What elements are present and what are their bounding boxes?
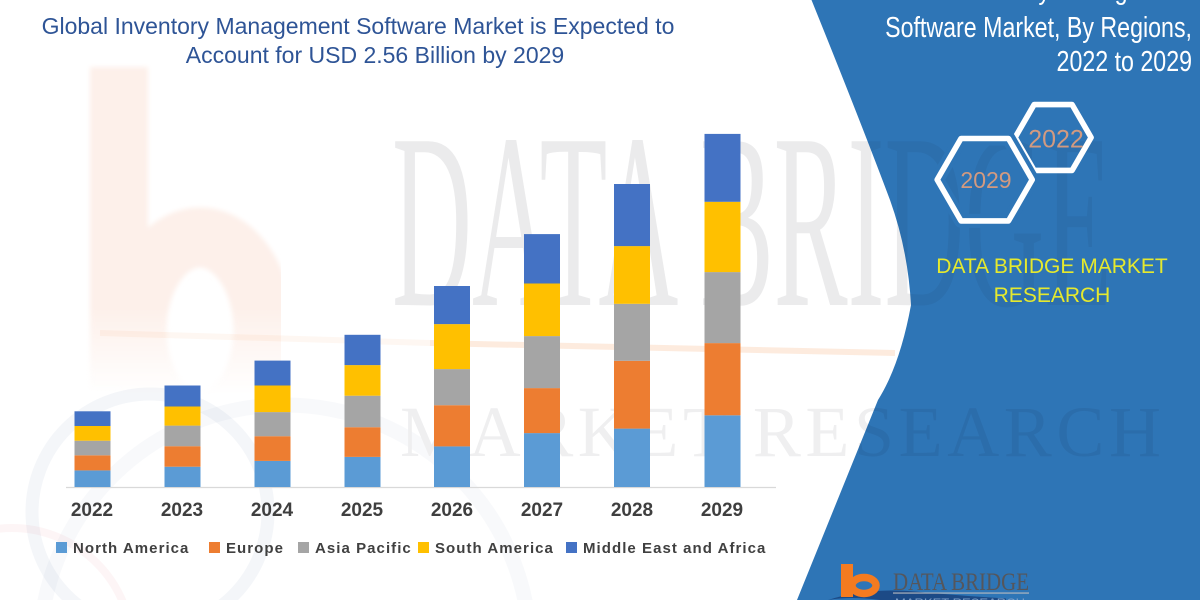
svg-text:MARKET RESEARCH: MARKET RESEARCH [895, 596, 1025, 600]
svg-text:2029: 2029 [960, 167, 1011, 193]
svg-text:DATA BRIDGE: DATA BRIDGE [893, 569, 1029, 596]
svg-text:2022: 2022 [1028, 126, 1084, 154]
